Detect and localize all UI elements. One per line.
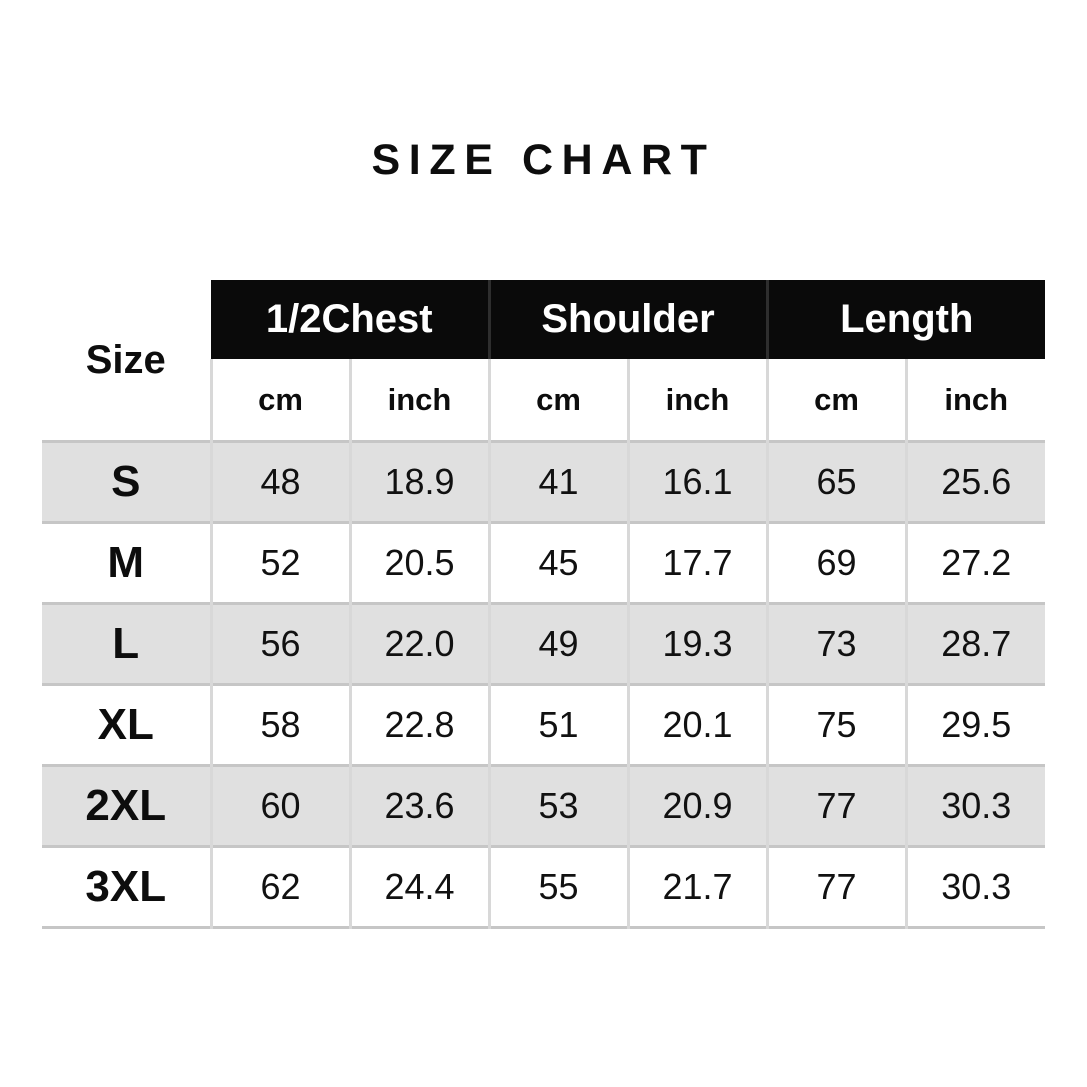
table-row: L 56 22.0 49 19.3 73 28.7: [42, 603, 1045, 685]
size-cell: L: [112, 619, 140, 668]
value-cell: 73: [765, 603, 906, 685]
value-cell: 25.6: [904, 441, 1045, 523]
size-column-header: Size: [42, 280, 211, 442]
value-cell: 45: [487, 522, 628, 604]
column-header-chest: 1/2Chest: [211, 280, 489, 359]
unit-header-shoulder-cm: cm: [487, 359, 628, 442]
value-cell: 52: [209, 522, 350, 604]
value-cell: 20.9: [626, 765, 767, 847]
group-header-row: Size 1/2Chest Shoulder Length: [42, 280, 1045, 442]
value-cell: 22.8: [348, 684, 489, 766]
value-cell: 30.3: [904, 846, 1045, 928]
unit-header-length-inch: inch: [904, 359, 1045, 442]
value-cell: 48: [209, 441, 350, 523]
value-cell: 16.1: [626, 441, 767, 523]
value-cell: 20.1: [626, 684, 767, 766]
value-cell: 28.7: [904, 603, 1045, 685]
value-cell: 41: [487, 441, 628, 523]
table-row: 3XL 62 24.4 55 21.7 77 30.3: [42, 846, 1045, 928]
value-cell: 69: [765, 522, 906, 604]
value-cell: 29.5: [904, 684, 1045, 766]
unit-header-row: cm inch cm inch cm inch: [42, 359, 1045, 442]
size-cell: XL: [97, 700, 154, 749]
page-title: SIZE CHART: [371, 136, 716, 184]
value-cell: 77: [765, 846, 906, 928]
value-cell: 65: [765, 441, 906, 523]
value-cell: 62: [209, 846, 350, 928]
value-cell: 77: [765, 765, 906, 847]
unit-header-chest-inch: inch: [348, 359, 489, 442]
size-cell: 3XL: [85, 862, 167, 911]
column-header-shoulder: Shoulder: [487, 280, 767, 359]
size-cell: S: [111, 457, 141, 506]
value-cell: 17.7: [626, 522, 767, 604]
value-cell: 56: [209, 603, 350, 685]
value-cell: 19.3: [626, 603, 767, 685]
value-cell: 20.5: [348, 522, 489, 604]
size-cell: M: [107, 538, 145, 587]
value-cell: 53: [487, 765, 628, 847]
value-cell: 24.4: [348, 846, 489, 928]
value-cell: 51: [487, 684, 628, 766]
value-cell: 18.9: [348, 441, 489, 523]
value-cell: 60: [209, 765, 350, 847]
unit-header-length-cm: cm: [765, 359, 906, 442]
unit-header-chest-cm: cm: [209, 359, 350, 442]
size-cell: 2XL: [85, 781, 167, 830]
column-header-length: Length: [765, 280, 1045, 359]
table-row: S 48 18.9 41 16.1 65 25.6: [42, 441, 1045, 523]
table-row: XL 58 22.8 51 20.1 75 29.5: [42, 684, 1045, 766]
value-cell: 21.7: [626, 846, 767, 928]
value-cell: 58: [209, 684, 350, 766]
value-cell: 30.3: [904, 765, 1045, 847]
value-cell: 23.6: [348, 765, 489, 847]
value-cell: 75: [765, 684, 906, 766]
size-chart-table: Size 1/2Chest Shoulder Length cm inch cm…: [42, 280, 1045, 929]
value-cell: 55: [487, 846, 628, 928]
value-cell: 22.0: [348, 603, 489, 685]
value-cell: 27.2: [904, 522, 1045, 604]
value-cell: 49: [487, 603, 628, 685]
table-row: 2XL 60 23.6 53 20.9 77 30.3: [42, 765, 1045, 847]
table-row: M 52 20.5 45 17.7 69 27.2: [42, 522, 1045, 604]
unit-header-shoulder-inch: inch: [626, 359, 767, 442]
